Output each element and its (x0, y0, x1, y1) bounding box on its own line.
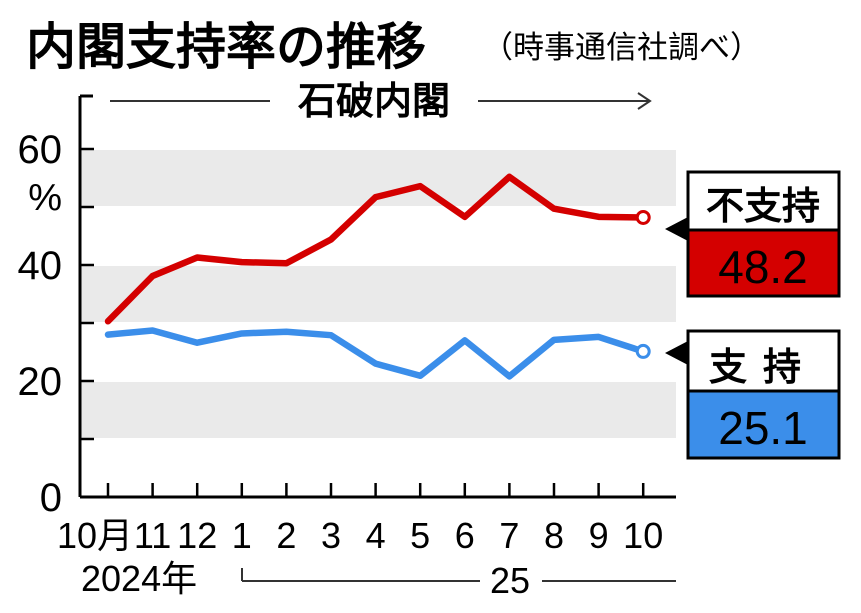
period-label: 石破内閣 (298, 79, 450, 123)
year-label-2024: 2024年 (81, 558, 197, 599)
legend-disapprove-name-box (686, 170, 841, 234)
grid-bands (80, 148, 676, 440)
y-tick-label: 60 (18, 128, 63, 172)
axes (78, 94, 676, 499)
year-labels: 2024年 25 (81, 558, 676, 601)
x-tick-label: 11 (134, 515, 171, 556)
x-tick-label: 4 (366, 515, 386, 556)
legend-approve-name-box (686, 329, 841, 395)
grid-band-1 (80, 265, 676, 323)
legend-approve-name: 支持 (709, 345, 817, 389)
legend-disapprove: 不支持 48.2 (665, 170, 841, 298)
legend-approve-value: 25.1 (718, 402, 808, 454)
legend-approve: 支持 25.1 (665, 329, 841, 460)
series-line-1 (104, 327, 647, 380)
y-unit-label: % (28, 177, 62, 219)
x-tick-label: 7 (499, 515, 519, 556)
legend-pointer-disapprove (665, 217, 688, 241)
x-tick-label: 10 (623, 515, 663, 556)
series-lines (104, 173, 651, 380)
x-tick-label: 6 (455, 515, 475, 556)
x-tick-label: 3 (321, 515, 341, 556)
x-tick-label: 1 (232, 515, 252, 556)
series-line-0 (104, 173, 647, 325)
chart-subtitle: （時事通信社調べ） (482, 30, 761, 66)
x-tick-label: 5 (410, 515, 430, 556)
x-tick-label: 10月 (57, 515, 133, 556)
chart-title: 内閣支持率の推移 (26, 18, 426, 76)
legend-pointer-approve (665, 341, 688, 365)
legend-disapprove-value-box (686, 228, 841, 298)
legend-disapprove-value: 48.2 (718, 241, 808, 293)
year-label-25: 25 (490, 560, 530, 601)
y-tick-label: 20 (18, 360, 63, 404)
x-tick-label: 9 (589, 515, 609, 556)
y-tick-label: 0 (40, 476, 62, 520)
grid-band-0 (80, 381, 676, 439)
legend-approve-value-box (686, 389, 841, 460)
x-tick-label: 12 (177, 515, 217, 556)
series-endpoint-0 (635, 209, 651, 225)
legend-disapprove-name: 不支持 (706, 184, 820, 228)
y-tick-label: 40 (18, 244, 63, 288)
x-tick-label: 8 (544, 515, 564, 556)
x-axis-ticks: 10月 11 12 1 2 3 4 5 6 7 8 9 10 (57, 483, 663, 556)
x-tick-label: 2 (276, 515, 296, 556)
period-indicator: 石破内閣 (110, 79, 652, 123)
period-arrowhead (637, 92, 652, 110)
series-endpoint-1 (635, 343, 651, 359)
